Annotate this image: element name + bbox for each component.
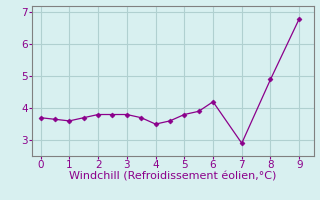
X-axis label: Windchill (Refroidissement éolien,°C): Windchill (Refroidissement éolien,°C) — [69, 172, 276, 182]
